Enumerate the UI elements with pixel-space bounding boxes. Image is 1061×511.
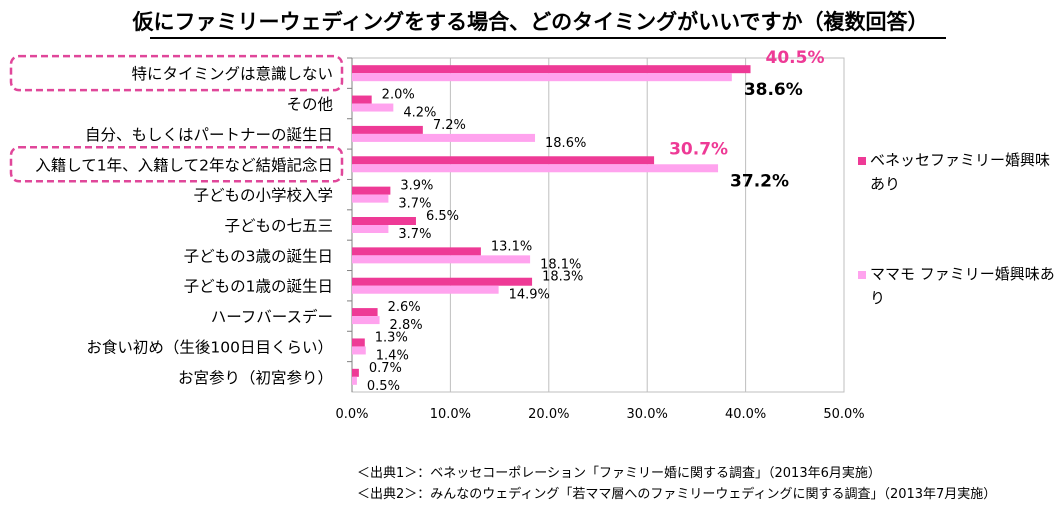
source-note-1: ＜出典1＞：ベネッセコーポレーション「ファミリー婚に関する調査」（2013年6月…	[357, 466, 881, 481]
bar-series-1	[352, 95, 372, 104]
category-label: 特にタイミングは意識しない	[131, 64, 333, 83]
x-tick-label: 50.0%	[823, 407, 864, 422]
value-label-series-1: 13.1%	[491, 239, 532, 254]
bar-series-2	[352, 73, 732, 82]
bar-series-1	[352, 156, 655, 165]
bar-series-2	[352, 103, 394, 112]
value-label-series-2: 37.2%	[730, 171, 789, 191]
x-tick-label: 0.0%	[335, 407, 368, 422]
value-label-series-1: 0.7%	[369, 361, 402, 376]
x-tick-label: 30.0%	[627, 407, 668, 422]
value-label-series-1: 40.5%	[766, 48, 825, 68]
value-label-series-2: 0.5%	[367, 379, 400, 394]
chart-title: 仮にファミリーウェディングをする場合、どのタイミングがいいですか（複数回答）	[132, 10, 929, 34]
value-label-series-2: 18.6%	[545, 136, 586, 151]
legend-swatch-series-2	[858, 271, 866, 279]
x-tick-label: 10.0%	[430, 407, 471, 422]
category-label: お食い初め（生後100日目くらい）	[86, 338, 333, 356]
bar-series-2	[352, 164, 719, 173]
legend-label-series-2: ママモ ファミリー婚興味あり	[870, 265, 1055, 307]
bar-series-1	[352, 338, 365, 347]
bar-series-1	[352, 277, 533, 286]
source-note-2: ＜出典2＞：みんなのウェディング「若ママ層へのファミリーウェディングに関する調査…	[357, 487, 997, 502]
category-label: 子どもの3歳の誕生日	[184, 247, 333, 265]
legend-label-series-1: ベネッセファミリー婚興味あり	[870, 151, 1051, 193]
value-label-series-2: 18.1%	[540, 257, 581, 272]
category-label: 子どもの七五三	[224, 217, 333, 235]
bar-series-2	[352, 346, 366, 355]
x-tick-label: 40.0%	[725, 407, 766, 422]
bar-series-2	[352, 194, 389, 203]
value-label-series-1: 2.6%	[388, 300, 421, 315]
legend-swatch-series-1	[858, 157, 866, 165]
value-label-series-2: 1.4%	[376, 348, 409, 363]
bar-series-1	[352, 186, 391, 195]
category-label: ハーフバースデー	[211, 307, 333, 326]
category-label: 子どもの1歳の誕生日	[184, 278, 333, 296]
value-label-series-1: 30.7%	[669, 139, 728, 159]
legend-item-series-1: ベネッセファミリー婚興味あり	[858, 148, 1058, 196]
category-label: 入籍して1年、入籍して2年など結婚記念日	[35, 155, 333, 174]
highlight-box	[9, 54, 344, 92]
value-label-series-2: 3.7%	[398, 227, 431, 242]
category-label: 子どもの小学校入学	[193, 187, 333, 205]
category-label: お宮参り（初宮参り）	[178, 369, 333, 387]
value-label-series-2: 2.8%	[390, 318, 423, 333]
bar-series-1	[352, 125, 423, 134]
value-label-series-2: 38.6%	[744, 80, 803, 100]
bar-series-2	[352, 133, 536, 142]
value-label-series-1: 2.0%	[382, 88, 415, 103]
x-tick-label: 20.0%	[528, 407, 569, 422]
bar-series-2	[352, 255, 531, 264]
value-label-series-2: 3.7%	[398, 197, 431, 212]
bar-series-1	[352, 368, 359, 377]
value-label-series-1: 6.5%	[426, 209, 459, 224]
bar-series-1	[352, 217, 416, 225]
value-label-series-1: 7.2%	[433, 118, 466, 133]
value-label-series-1: 3.9%	[400, 179, 433, 194]
bar-series-2	[352, 376, 357, 385]
bar-series-2	[352, 316, 380, 325]
legend-item-series-2: ママモ ファミリー婚興味あり	[858, 262, 1058, 310]
value-label-series-2: 14.9%	[509, 288, 550, 303]
value-label-series-2: 4.2%	[403, 106, 436, 121]
title-underline	[150, 37, 946, 39]
bar-series-2	[352, 285, 499, 294]
highlight-box	[9, 146, 344, 183]
bar-series-1	[352, 65, 751, 74]
bar-series-1	[352, 308, 378, 317]
category-label: その他	[286, 96, 333, 114]
bar-series-2	[352, 225, 389, 233]
value-label-series-1: 1.3%	[375, 330, 408, 345]
category-label: 自分、もしくはパートナーの誕生日	[85, 126, 333, 144]
value-label-series-1: 18.3%	[542, 270, 583, 285]
bar-series-1	[352, 247, 481, 256]
